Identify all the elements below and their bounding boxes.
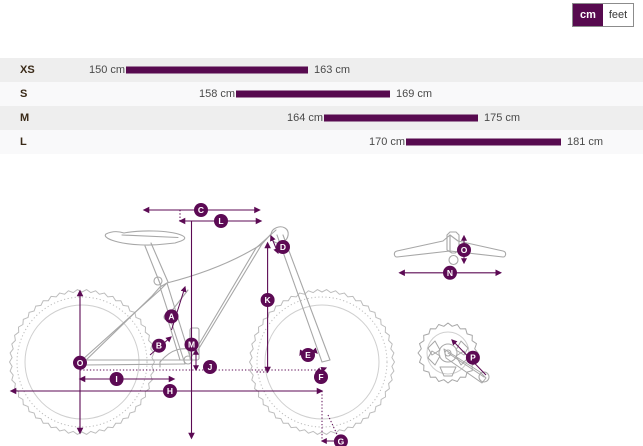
svg-text:L: L — [218, 216, 223, 226]
svg-text:A: A — [168, 311, 174, 321]
svg-text:H: H — [167, 386, 173, 396]
svg-text:K: K — [265, 295, 272, 305]
svg-text:O: O — [77, 358, 84, 368]
svg-text:I: I — [115, 374, 117, 384]
svg-text:G: G — [338, 436, 345, 446]
svg-text:P: P — [470, 353, 476, 363]
svg-text:B: B — [156, 341, 162, 351]
svg-text:E: E — [305, 350, 311, 360]
svg-text:N: N — [447, 268, 453, 278]
svg-text:C: C — [198, 205, 204, 215]
svg-text:F: F — [318, 372, 323, 382]
svg-text:D: D — [280, 242, 286, 252]
svg-text:M: M — [188, 340, 195, 350]
svg-text:J: J — [208, 362, 213, 372]
svg-text:O: O — [461, 245, 468, 255]
